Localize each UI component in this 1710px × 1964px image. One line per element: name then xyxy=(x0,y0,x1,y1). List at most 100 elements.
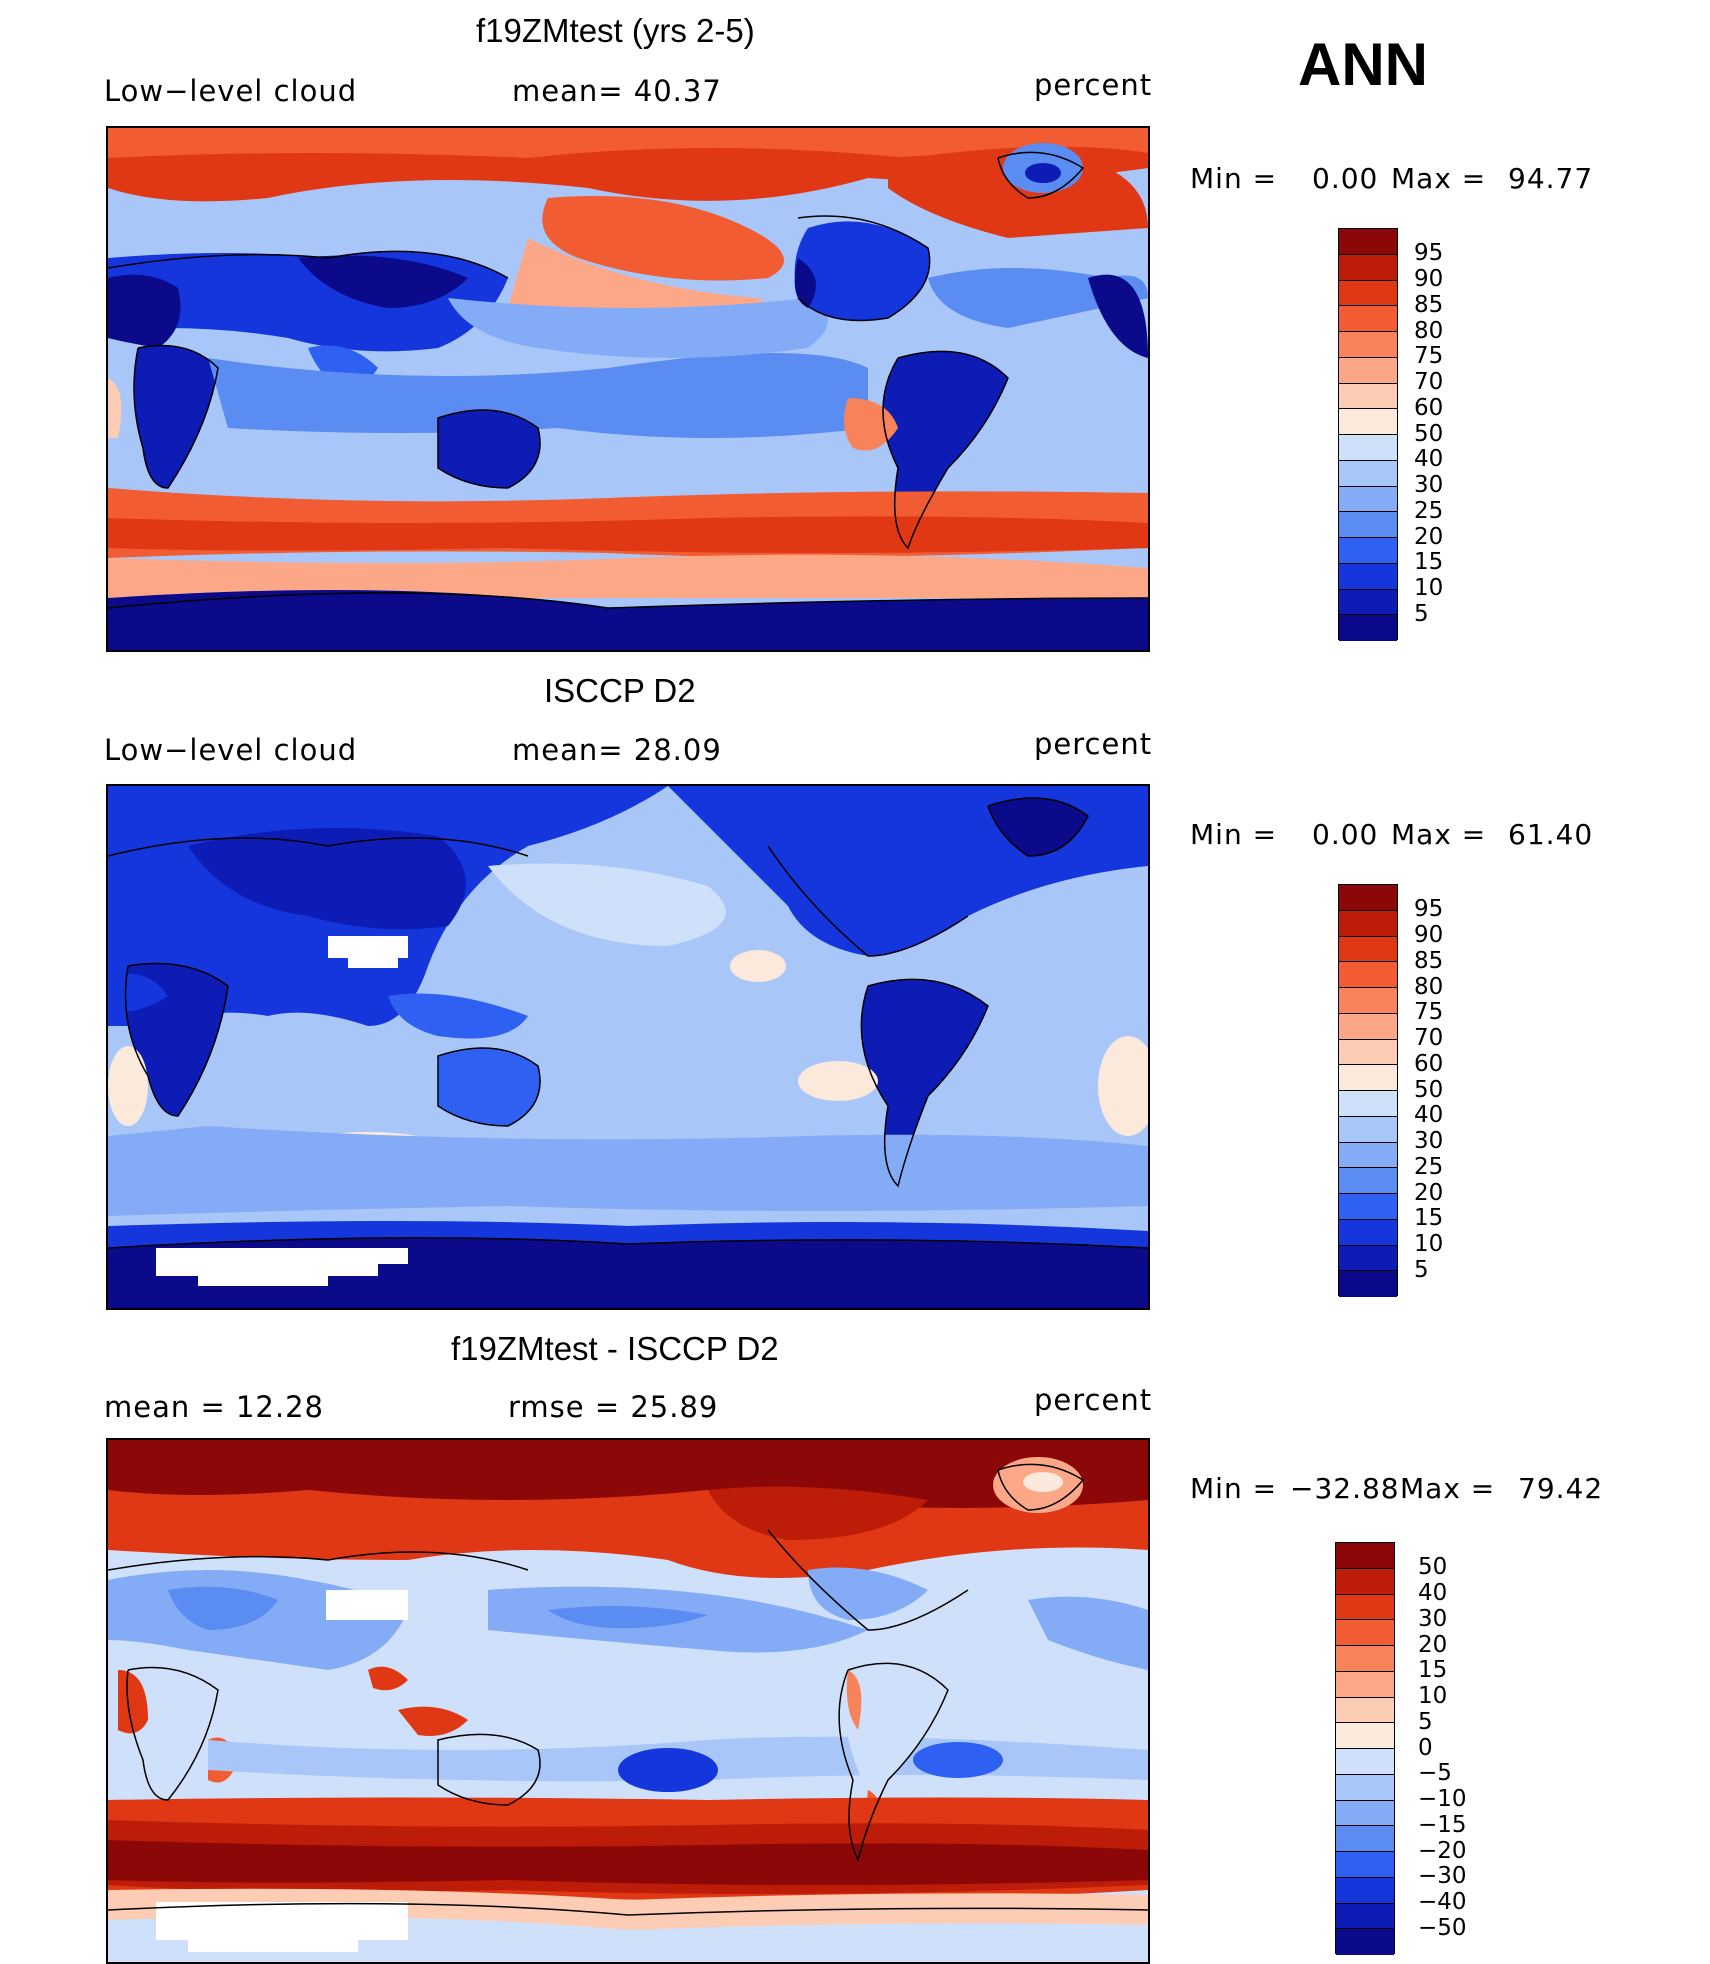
colorbar-tick-label: −40 xyxy=(1418,1889,1467,1915)
colorbar-swatch xyxy=(1336,1697,1394,1724)
colorbar-swatch xyxy=(1339,910,1397,937)
panel2-max-value: 61.40 xyxy=(1508,818,1594,851)
colorbar-swatch xyxy=(1339,460,1397,487)
panel2-min-value: 0.00 xyxy=(1312,818,1379,851)
colorbar-swatch xyxy=(1336,1671,1394,1698)
colorbar-swatch xyxy=(1336,1594,1394,1621)
colorbar-tick-label: 40 xyxy=(1414,1102,1444,1129)
colorbar-swatch xyxy=(1339,1219,1397,1246)
panel3-min-label: Min = xyxy=(1190,1472,1278,1505)
panel1-mean-label: mean= 40.37 xyxy=(512,74,722,108)
colorbar-tick-label: −10 xyxy=(1418,1786,1467,1812)
colorbar-swatch xyxy=(1339,885,1397,911)
colorbar-swatch xyxy=(1339,512,1397,538)
panel3-max-label: Max = xyxy=(1400,1472,1496,1505)
colorbar-swatch xyxy=(1339,280,1397,307)
colorbar-tick-label: 20 xyxy=(1414,1179,1444,1206)
colorbar-tick-label: −5 xyxy=(1418,1760,1452,1787)
colorbar-tick-label: 60 xyxy=(1414,394,1444,421)
colorbar-tick-label: 40 xyxy=(1414,446,1444,473)
colorbar-tick-label: 30 xyxy=(1414,1128,1444,1154)
colorbar-swatch xyxy=(1336,1749,1394,1775)
colorbar-swatch xyxy=(1339,538,1397,564)
colorbar-swatch xyxy=(1339,332,1397,358)
panel2-colorbar xyxy=(1338,884,1398,1297)
colorbar-tick-label: 10 xyxy=(1418,1683,1448,1709)
colorbar-swatch xyxy=(1336,1568,1394,1595)
season-label: ANN xyxy=(1298,31,1428,98)
panel1-title: f19ZMtest (yrs 2-5) xyxy=(476,12,755,49)
colorbar-tick-label: −30 xyxy=(1418,1863,1467,1890)
panel1-min-value: 0.00 xyxy=(1312,162,1379,195)
colorbar-tick-label: 25 xyxy=(1414,1153,1444,1180)
colorbar-swatch xyxy=(1336,1723,1394,1749)
colorbar-tick-label: 85 xyxy=(1414,291,1444,318)
panel3-map xyxy=(106,1438,1150,1964)
colorbar-swatch xyxy=(1339,1142,1397,1169)
panel1-units-label: percent xyxy=(1034,68,1153,102)
colorbar-swatch xyxy=(1339,486,1397,513)
colorbar-tick-label: 70 xyxy=(1414,369,1444,395)
colorbar-tick-label: 75 xyxy=(1414,999,1444,1026)
panel3-title: f19ZMtest - ISCCP D2 xyxy=(451,1330,779,1367)
colorbar-swatch xyxy=(1339,1116,1397,1143)
colorbar-tick-label: 70 xyxy=(1414,1025,1444,1051)
panel1-map-field xyxy=(108,128,1148,650)
colorbar-swatch xyxy=(1336,1903,1394,1930)
colorbar-tick-label: 5 xyxy=(1414,600,1429,627)
colorbar-swatch xyxy=(1336,1620,1394,1646)
panel3-min-value: −32.88 xyxy=(1290,1472,1400,1505)
colorbar-swatch xyxy=(1339,1091,1397,1117)
colorbar-swatch xyxy=(1339,563,1397,590)
colorbar-swatch xyxy=(1339,988,1397,1014)
colorbar-tick-label: 15 xyxy=(1414,549,1444,576)
colorbar-tick-label: −20 xyxy=(1418,1837,1467,1864)
colorbar-swatch xyxy=(1336,1852,1394,1878)
panel3-rmse-label: rmse = 25.89 xyxy=(508,1390,719,1424)
panel1-max-value: 94.77 xyxy=(1508,162,1594,195)
colorbar-tick-label: 50 xyxy=(1418,1554,1448,1581)
colorbar-tick-label: 5 xyxy=(1414,1256,1429,1283)
colorbar-swatch xyxy=(1339,1245,1397,1272)
colorbar-tick-label: 30 xyxy=(1418,1605,1448,1632)
colorbar-tick-label: −15 xyxy=(1418,1811,1467,1838)
colorbar-swatch xyxy=(1336,1646,1394,1672)
colorbar-swatch xyxy=(1339,936,1397,963)
colorbar-tick-label: 75 xyxy=(1414,343,1444,370)
panel3-mean-label: mean = 12.28 xyxy=(104,1390,324,1424)
colorbar-swatch xyxy=(1336,1877,1394,1904)
colorbar-swatch xyxy=(1339,306,1397,332)
colorbar-swatch xyxy=(1339,615,1397,641)
colorbar-tick-label: 50 xyxy=(1414,420,1444,447)
colorbar-swatch xyxy=(1339,357,1397,384)
colorbar-tick-label: 95 xyxy=(1414,896,1444,923)
panel1-colorbar xyxy=(1338,228,1398,641)
colorbar-swatch xyxy=(1339,229,1397,255)
panel3-colorbar xyxy=(1335,1542,1395,1955)
panel2-min-label: Min = xyxy=(1190,818,1278,851)
panel3-units-label: percent xyxy=(1034,1383,1153,1417)
colorbar-swatch xyxy=(1336,1800,1394,1827)
colorbar-tick-label: 40 xyxy=(1418,1580,1448,1606)
colorbar-tick-label: 90 xyxy=(1414,922,1444,948)
panel1-map xyxy=(106,126,1150,652)
panel1-max-label: Max = xyxy=(1391,162,1487,195)
colorbar-swatch xyxy=(1336,1826,1394,1852)
colorbar-swatch xyxy=(1336,1929,1394,1955)
colorbar-tick-label: 85 xyxy=(1414,947,1444,974)
panel2-map xyxy=(106,784,1150,1310)
colorbar-tick-label: 50 xyxy=(1414,1076,1444,1103)
panel2-title: ISCCP D2 xyxy=(544,672,696,709)
colorbar-swatch xyxy=(1339,589,1397,616)
colorbar-tick-label: 10 xyxy=(1414,1231,1444,1257)
colorbar-swatch xyxy=(1339,383,1397,410)
panel3-map-field xyxy=(108,1440,1148,1962)
colorbar-tick-label: 25 xyxy=(1414,497,1444,524)
colorbar-tick-label: −50 xyxy=(1418,1914,1467,1941)
panel2-variable-label: Low−level cloud xyxy=(104,733,358,767)
colorbar-tick-label: 95 xyxy=(1414,240,1444,267)
colorbar-swatch xyxy=(1339,1271,1397,1297)
colorbar-swatch xyxy=(1339,1194,1397,1220)
colorbar-swatch xyxy=(1339,435,1397,461)
colorbar-tick-label: 80 xyxy=(1414,973,1444,1000)
